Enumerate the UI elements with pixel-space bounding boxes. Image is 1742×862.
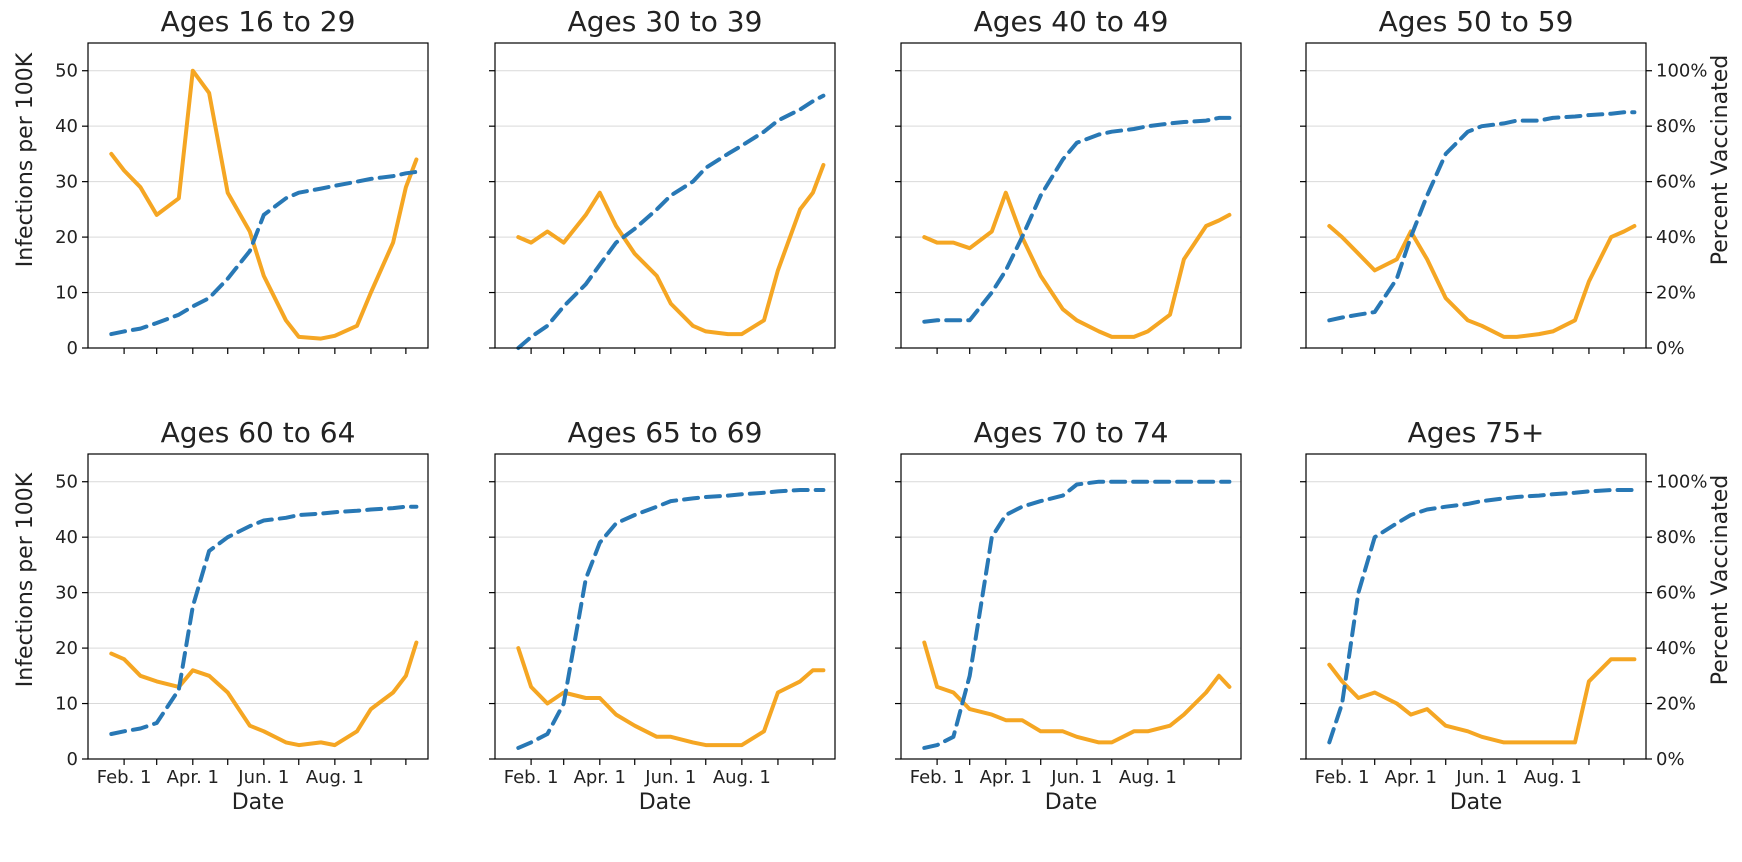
y2-tick-label: 80% <box>1656 527 1696 548</box>
plot-frame <box>1305 453 1647 760</box>
infections-line <box>922 190 1232 339</box>
y2-tick-label: 0% <box>1656 749 1685 770</box>
x-tick-label: Apr. 1 <box>980 767 1032 788</box>
panel-title: Ages 65 to 69 <box>568 416 763 449</box>
y2-tick-label: 80% <box>1656 116 1696 137</box>
panel-title: Ages 75+ <box>1408 416 1545 449</box>
x-tick-label: Aug. 1 <box>306 767 364 788</box>
x-axis-label: Date <box>1450 790 1503 815</box>
y2-tick-label: 100% <box>1656 61 1707 82</box>
panel-2: Ages 30 to 39 <box>489 5 836 354</box>
left-axis-label-top: Infections per 100K <box>13 52 38 267</box>
y-tick-label: 40 <box>55 527 78 548</box>
vaccinated-line <box>109 504 419 736</box>
x-tick-label: Aug. 1 <box>713 767 771 788</box>
plot-frame <box>1305 42 1647 349</box>
y-tick-label: 0 <box>67 338 78 359</box>
x-tick-label: Jun. 1 <box>1455 767 1507 788</box>
x-axis-label: Date <box>232 790 285 815</box>
x-tick-label: Feb. 1 <box>1315 767 1370 788</box>
infections-line <box>109 68 419 341</box>
y-tick-label: 20 <box>55 638 78 659</box>
panel-1: Ages 16 to 29 0 10 20 30 40 50 <box>55 5 429 359</box>
y2-tick-label: 40% <box>1656 227 1696 248</box>
x-tick-label: Apr. 1 <box>167 767 219 788</box>
infections-line <box>1327 224 1637 339</box>
panel-5: Ages 60 to 64 0 10 20 30 40 50 Feb. 1 Apr. 1 Jun.… <box>55 416 429 815</box>
infections-line <box>109 640 419 748</box>
y2-tick-label: 20% <box>1656 283 1696 304</box>
panel-7: Ages 70 to 74 Feb. 1 Apr. 1 Jun. 1 Aug. 1 Dat… <box>895 416 1242 815</box>
y2-tick-label: 100% <box>1656 472 1707 493</box>
vaccinated-line <box>109 169 419 337</box>
x-tick-label: Jun. 1 <box>1050 767 1102 788</box>
panel-4: Ages 50 to 59 0% 20% 40% 60% 80% 100% <box>1300 5 1707 359</box>
x-tick-label: Aug. 1 <box>1524 767 1582 788</box>
infections-line <box>1327 657 1637 745</box>
panel-title: Ages 30 to 39 <box>568 5 763 38</box>
plot-frame <box>87 453 429 760</box>
x-tick-label: Feb. 1 <box>504 767 559 788</box>
x-tick-label: Apr. 1 <box>574 767 626 788</box>
y-tick-label: 30 <box>55 172 78 193</box>
x-tick-label: Feb. 1 <box>910 767 965 788</box>
plot-frame <box>494 453 836 760</box>
x-tick-label: Feb. 1 <box>97 767 152 788</box>
vaccinated-line <box>1327 488 1637 745</box>
infections-line <box>516 163 826 337</box>
y2-tick-label: 0% <box>1656 338 1685 359</box>
panel-title: Ages 70 to 74 <box>974 416 1169 449</box>
right-axis-label-bottom: Percent Vaccinated <box>1708 475 1733 685</box>
y2-tick-label: 60% <box>1656 583 1696 604</box>
infections-line <box>922 640 1232 745</box>
x-axis-label: Date <box>639 790 692 815</box>
y-tick-label: 40 <box>55 116 78 137</box>
panel-8: Ages 75+ 0% 20% 40% 60% 80% 100% Feb. 1 Apr. 1 Ju… <box>1300 416 1707 815</box>
left-axis-label-bottom: Infections per 100K <box>13 472 38 687</box>
y-tick-label: 50 <box>55 472 78 493</box>
vaccinated-line <box>922 115 1232 324</box>
panel-title: Ages 16 to 29 <box>161 5 356 38</box>
vaccinated-line <box>516 93 826 350</box>
panel-title: Ages 40 to 49 <box>974 5 1169 38</box>
plot-frame <box>900 453 1242 760</box>
y-tick-label: 50 <box>55 61 78 82</box>
x-tick-label: Jun. 1 <box>644 767 696 788</box>
plot-frame <box>87 42 429 349</box>
x-axis-label: Date <box>1045 790 1098 815</box>
y-tick-label: 0 <box>67 749 78 770</box>
panel-title: Ages 60 to 64 <box>161 416 356 449</box>
x-tick-label: Aug. 1 <box>1119 767 1177 788</box>
vaccinated-line <box>516 488 826 750</box>
panel-6: Ages 65 to 69 Feb. 1 Apr. 1 Jun. 1 Aug. 1 Dat… <box>489 416 836 815</box>
y-tick-label: 20 <box>55 227 78 248</box>
vaccinated-line <box>1327 110 1637 323</box>
x-tick-label: Apr. 1 <box>1385 767 1437 788</box>
panel-title: Ages 50 to 59 <box>1379 5 1574 38</box>
plot-frame <box>900 42 1242 349</box>
plot-frame <box>494 42 836 349</box>
y-tick-label: 10 <box>55 283 78 304</box>
y2-tick-label: 60% <box>1656 172 1696 193</box>
x-tick-label: Jun. 1 <box>237 767 289 788</box>
vaccinated-line <box>922 479 1232 750</box>
right-axis-label-top: Percent Vaccinated <box>1708 55 1733 265</box>
y-tick-label: 30 <box>55 583 78 604</box>
y2-tick-label: 20% <box>1656 694 1696 715</box>
panel-3: Ages 40 to 49 <box>895 5 1242 354</box>
y-tick-label: 10 <box>55 694 78 715</box>
y2-tick-label: 40% <box>1656 638 1696 659</box>
